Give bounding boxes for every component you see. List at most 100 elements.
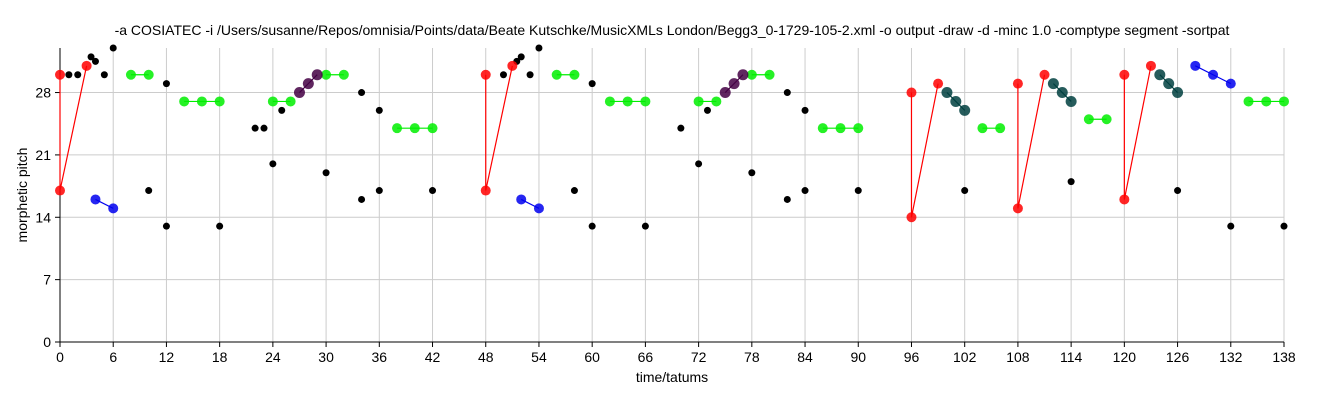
pattern-point-purple	[302, 78, 314, 90]
pattern-point-green	[746, 69, 757, 80]
x-tick-label: 114	[1060, 349, 1083, 365]
data-point	[854, 187, 862, 195]
pattern-point-green	[125, 69, 136, 80]
pattern-point-blue	[90, 194, 101, 205]
pattern-point-red	[906, 212, 917, 223]
data-point	[87, 53, 95, 61]
pattern-point-red	[55, 69, 65, 80]
chart-title: -a COSIATEC -i /Users/susanne/Repos/omni…	[114, 22, 1230, 38]
pattern-point-teal	[1163, 78, 1175, 90]
x-axis-label: time/tatums	[636, 369, 708, 385]
y-tick-label: 0	[43, 334, 51, 350]
pattern-point-green	[711, 96, 722, 107]
pattern-point-red	[933, 78, 944, 89]
x-tick-label: 24	[265, 349, 281, 365]
x-tick-label: 102	[953, 349, 977, 365]
pattern-point-red	[1012, 203, 1023, 214]
data-point	[375, 187, 383, 195]
data-point	[375, 106, 383, 114]
data-point	[91, 57, 99, 65]
pattern-point-green	[853, 123, 864, 134]
data-point	[677, 124, 685, 132]
pattern-point-teal	[950, 95, 962, 107]
data-point	[216, 222, 224, 230]
pattern-point-red	[1145, 60, 1156, 71]
x-tick-label: 96	[904, 349, 920, 365]
pattern-point-green	[693, 96, 704, 107]
pattern-point-green	[143, 69, 154, 80]
y-tick-label: 28	[35, 85, 51, 101]
pattern-point-green	[604, 96, 615, 107]
pattern-point-red	[906, 87, 917, 98]
pattern-line-red	[485, 65, 513, 191]
pattern-point-green	[179, 96, 190, 107]
x-tick-label: 108	[1006, 349, 1030, 365]
x-tick-label: 48	[478, 349, 494, 365]
data-point	[65, 71, 73, 79]
data-point	[109, 44, 117, 52]
x-tick-label: 18	[212, 349, 228, 365]
pattern-point-green	[995, 123, 1006, 134]
data-point	[145, 187, 153, 195]
pattern-line-red	[910, 83, 939, 218]
pattern-point-green	[267, 96, 278, 107]
pattern-line-red	[1017, 74, 1046, 209]
data-point	[783, 195, 791, 203]
data-point	[269, 160, 277, 168]
pattern-point-green	[196, 96, 207, 107]
data-point	[162, 80, 170, 88]
data-point	[748, 169, 756, 177]
pattern-point-green	[640, 96, 651, 107]
pattern-point-green	[835, 123, 846, 134]
pattern-point-green	[764, 69, 775, 80]
x-tick-label: 138	[1272, 349, 1296, 365]
y-tick-label: 21	[35, 147, 51, 163]
pattern-point-blue	[516, 194, 527, 205]
pattern-point-blue	[108, 203, 119, 214]
data-point	[695, 160, 703, 168]
x-tick-label: 72	[691, 349, 707, 365]
pattern-point-red	[55, 185, 65, 196]
pattern-point-red	[81, 60, 92, 71]
x-tick-label: 90	[850, 349, 866, 365]
y-axis-label: morphetic pitch	[14, 148, 30, 243]
pattern-point-green	[338, 69, 349, 80]
x-tick-label: 30	[318, 349, 334, 365]
x-tick-label: 6	[109, 349, 117, 365]
pattern-point-teal	[1172, 87, 1184, 99]
y-tick-label: 7	[43, 272, 51, 288]
data-point	[526, 71, 534, 79]
pattern-point-green	[817, 123, 828, 134]
pattern-point-blue	[1208, 69, 1219, 80]
pattern-point-teal	[1056, 87, 1068, 99]
data-point	[251, 124, 259, 132]
data-point	[517, 53, 525, 61]
pattern-point-green	[1083, 114, 1094, 125]
pattern-point-green	[1243, 96, 1254, 107]
x-tick-label: 42	[425, 349, 441, 365]
pattern-point-green	[569, 69, 580, 80]
x-tick-label: 66	[638, 349, 654, 365]
pattern-point-green	[321, 69, 332, 80]
x-tick-label: 84	[797, 349, 813, 365]
pattern-point-red	[480, 185, 491, 196]
pattern-point-teal	[959, 104, 971, 116]
pattern-point-purple	[311, 69, 323, 81]
data-point	[588, 80, 596, 88]
pattern-point-teal	[941, 87, 953, 99]
data-point	[535, 44, 543, 52]
pattern-point-purple	[728, 78, 740, 90]
data-point	[358, 89, 366, 97]
data-point	[278, 106, 286, 114]
data-point	[570, 187, 578, 195]
pattern-point-red	[1119, 194, 1130, 205]
x-tick-label: 12	[159, 349, 175, 365]
data-point	[641, 222, 649, 230]
pattern-point-red	[1039, 69, 1050, 80]
y-tick-label: 14	[35, 209, 51, 225]
pattern-point-green	[392, 123, 403, 134]
data-point	[1067, 178, 1075, 186]
pattern-point-blue	[1190, 60, 1201, 71]
pattern-point-red	[1119, 69, 1130, 80]
